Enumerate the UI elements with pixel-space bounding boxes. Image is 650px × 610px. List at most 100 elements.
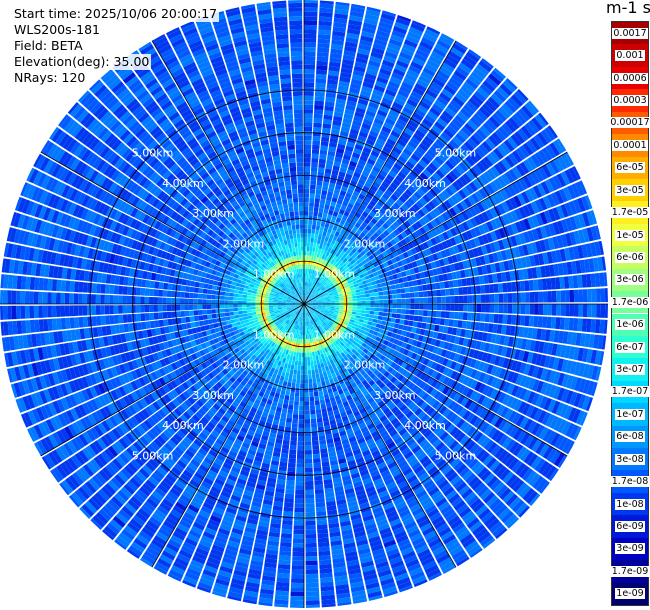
ray-bin	[332, 165, 340, 172]
ray-bin	[505, 76, 519, 90]
ray-bin	[402, 43, 416, 53]
ray-bin	[573, 230, 581, 245]
ray-bin	[440, 250, 447, 258]
ray-bin	[494, 229, 502, 240]
ray-bin	[318, 291, 323, 295]
ray-bin	[383, 295, 388, 300]
ray-bin	[537, 279, 543, 291]
ray-bin	[280, 452, 289, 459]
ray-bin	[312, 300, 317, 303]
ray-bin	[435, 169, 445, 179]
ray-bin	[304, 242, 307, 247]
ray-bin	[332, 272, 337, 278]
ray-bin	[318, 207, 324, 213]
ray-bin	[366, 251, 372, 257]
ray-bin	[389, 322, 395, 328]
ray-bin	[292, 547, 304, 553]
ray-bin	[311, 436, 319, 442]
ray-bin	[379, 169, 388, 178]
ray-bin	[384, 266, 391, 272]
ray-bin	[374, 142, 384, 150]
ray-bin	[412, 112, 424, 122]
ray-bin	[404, 102, 416, 112]
ray-bin	[313, 279, 316, 285]
ray-bin	[304, 290, 306, 296]
ray-bin	[319, 399, 326, 405]
ray-bin	[381, 181, 390, 189]
ray-bin	[403, 77, 416, 87]
ray-bin	[339, 307, 344, 310]
ray-bin	[312, 378, 317, 384]
ray-bin	[479, 173, 489, 185]
ray-bin	[392, 221, 400, 229]
ray-bin	[335, 302, 340, 304]
ray-bin	[476, 87, 490, 99]
ray-bin	[351, 311, 357, 315]
ray-bin	[497, 203, 506, 215]
ray-bin	[355, 289, 361, 293]
ray-bin	[284, 502, 294, 508]
ray-bin	[342, 240, 348, 247]
ray-bin	[472, 247, 480, 258]
ray-bin	[317, 38, 331, 44]
ray-bin	[408, 26, 423, 37]
ray-bin	[323, 290, 328, 294]
ray-bin	[377, 134, 388, 142]
ray-bin	[415, 49, 430, 59]
ray-bin	[304, 454, 313, 459]
ray-bin	[567, 185, 577, 200]
ray-bin	[493, 241, 501, 252]
ray-bin	[548, 223, 556, 236]
ray-bin	[517, 193, 526, 206]
ray-bin	[445, 288, 450, 296]
ray-bin	[368, 173, 377, 181]
ray-bin	[416, 322, 423, 329]
ray-bin	[317, 304, 322, 306]
ray-bin	[474, 90, 487, 103]
ray-bin	[348, 239, 354, 246]
ray-bin	[308, 383, 313, 388]
ray-bin	[342, 279, 348, 284]
ray-bin	[490, 231, 498, 242]
ray-bin	[564, 169, 575, 184]
ray-bin	[290, 591, 304, 597]
ray-bin	[320, 296, 325, 299]
ray-bin	[316, 519, 328, 526]
ray-bin	[298, 423, 304, 428]
ray-bin	[541, 164, 552, 178]
ray-bin	[430, 283, 437, 290]
ray-bin	[405, 292, 411, 298]
ray-bin	[525, 292, 530, 303]
ray-bin	[322, 185, 329, 192]
ray-bin	[379, 246, 386, 253]
ray-bin	[317, 176, 324, 182]
ray-bin	[338, 295, 344, 299]
ray-bin	[492, 323, 498, 334]
ray-bin	[332, 192, 339, 199]
ray-bin	[415, 327, 421, 335]
ray-bin	[510, 235, 518, 247]
ray-bin	[405, 309, 411, 315]
ray-bin	[582, 228, 590, 243]
ray-bin	[383, 304, 389, 308]
ray-bin	[337, 279, 343, 284]
ray-bin	[368, 60, 381, 68]
ray-bin	[334, 294, 339, 298]
ray-bin	[520, 125, 533, 139]
ray-bin	[486, 232, 494, 243]
ray-bin	[423, 304, 428, 310]
ray-bin	[535, 353, 543, 366]
ray-bin	[334, 13, 348, 20]
ray-bin	[478, 60, 493, 73]
ray-bin	[323, 240, 328, 246]
ray-bin	[362, 81, 374, 89]
ray-bin	[338, 80, 350, 88]
ray-bin	[383, 237, 390, 244]
ray-bin	[547, 342, 554, 355]
ray-bin	[487, 96, 501, 109]
ray-bin	[336, 148, 345, 154]
ray-bin	[286, 368, 291, 374]
ray-bin	[511, 150, 523, 163]
ray-bin	[448, 77, 462, 88]
ray-bin	[497, 160, 508, 173]
